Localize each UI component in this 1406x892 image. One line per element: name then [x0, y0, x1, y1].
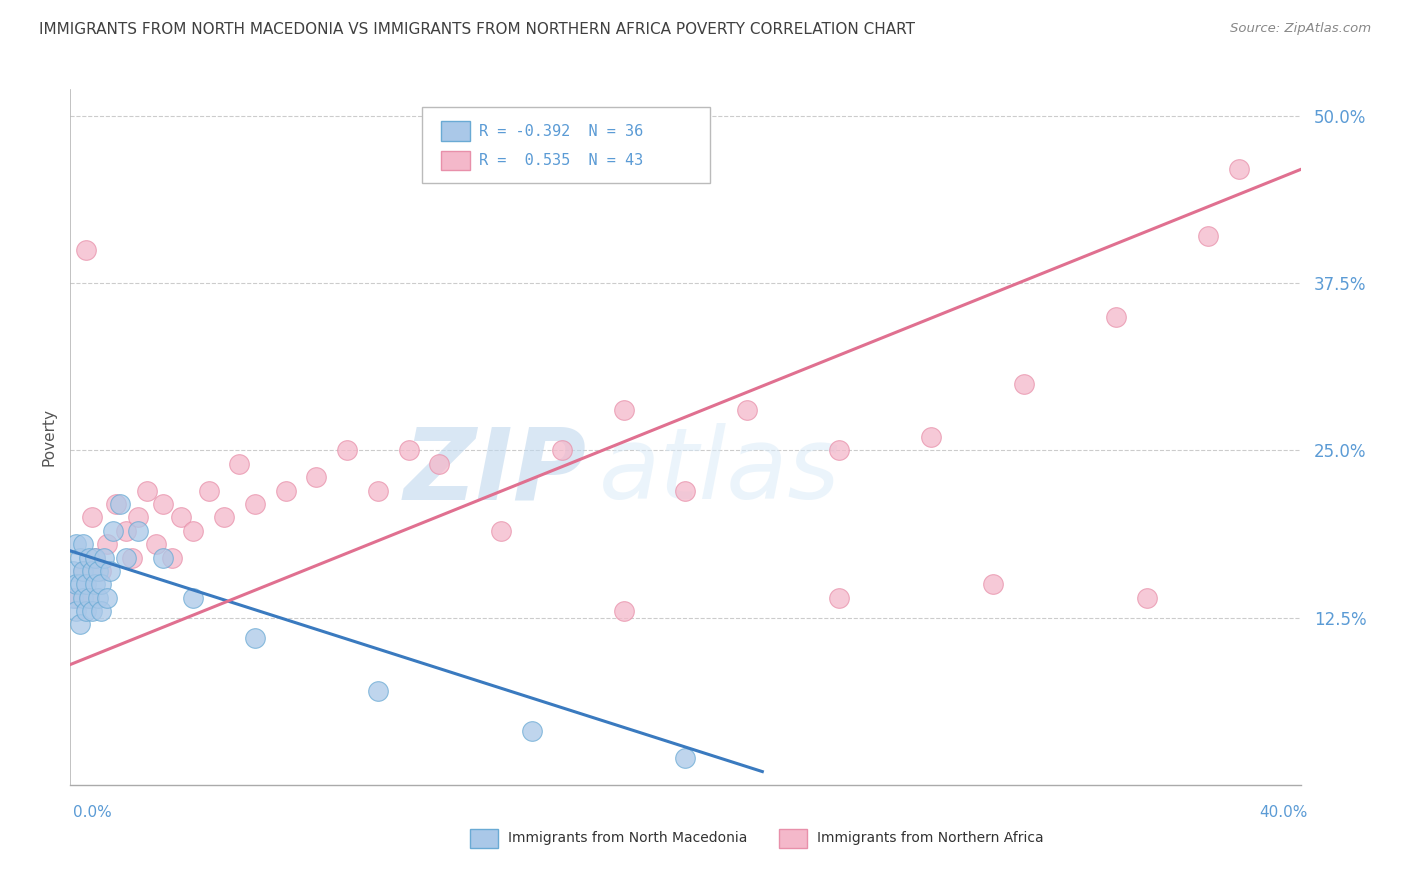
- Point: [105, 497, 128, 511]
- Point: [1136, 591, 1159, 605]
- Point: [62, 564, 84, 578]
- Point: [520, 724, 543, 739]
- Point: [170, 510, 193, 524]
- Point: [127, 510, 149, 524]
- Point: [72, 564, 94, 578]
- Point: [675, 751, 697, 765]
- Point: [212, 510, 235, 524]
- Point: [80, 510, 103, 524]
- Point: [367, 483, 389, 498]
- Point: [87, 564, 110, 578]
- Point: [274, 483, 297, 498]
- Text: 40.0%: 40.0%: [1260, 805, 1308, 820]
- Text: R = -0.392  N = 36: R = -0.392 N = 36: [479, 124, 644, 139]
- Point: [72, 537, 94, 551]
- Point: [96, 537, 118, 551]
- Point: [398, 443, 420, 458]
- Text: Source: ZipAtlas.com: Source: ZipAtlas.com: [1230, 22, 1371, 36]
- Point: [84, 550, 107, 565]
- Point: [72, 591, 94, 605]
- Point: [80, 564, 103, 578]
- Point: [675, 483, 697, 498]
- Text: 0.0%: 0.0%: [73, 805, 112, 820]
- Point: [427, 457, 450, 471]
- Point: [77, 550, 100, 565]
- Point: [613, 604, 636, 618]
- Point: [367, 684, 389, 698]
- Point: [84, 550, 107, 565]
- Text: IMMIGRANTS FROM NORTH MACEDONIA VS IMMIGRANTS FROM NORTHERN AFRICA POVERTY CORRE: IMMIGRANTS FROM NORTH MACEDONIA VS IMMIG…: [39, 22, 915, 37]
- Point: [1012, 376, 1035, 391]
- Point: [336, 443, 359, 458]
- Point: [69, 617, 91, 632]
- Point: [108, 497, 131, 511]
- Y-axis label: Poverty: Poverty: [41, 408, 56, 467]
- Point: [98, 564, 121, 578]
- Text: atlas: atlas: [599, 424, 841, 520]
- Point: [197, 483, 219, 498]
- Point: [1197, 229, 1219, 244]
- Text: Immigrants from Northern Africa: Immigrants from Northern Africa: [817, 831, 1043, 846]
- Point: [65, 577, 87, 591]
- Point: [75, 604, 97, 618]
- Point: [87, 591, 110, 605]
- Point: [243, 631, 266, 645]
- Point: [828, 591, 851, 605]
- Point: [152, 550, 174, 565]
- Point: [65, 591, 87, 605]
- Point: [136, 483, 159, 498]
- Point: [103, 524, 125, 538]
- Point: [145, 537, 167, 551]
- Text: R =  0.535  N = 43: R = 0.535 N = 43: [479, 153, 644, 169]
- Point: [80, 604, 103, 618]
- Point: [114, 550, 136, 565]
- Point: [69, 577, 91, 591]
- Point: [1227, 162, 1250, 177]
- Point: [93, 550, 115, 565]
- Point: [96, 591, 118, 605]
- Point: [735, 403, 758, 417]
- Point: [75, 243, 97, 257]
- Point: [828, 443, 851, 458]
- Point: [551, 443, 574, 458]
- Point: [921, 430, 943, 444]
- Point: [183, 591, 205, 605]
- Point: [228, 457, 250, 471]
- Point: [65, 537, 87, 551]
- Point: [77, 591, 100, 605]
- Point: [305, 470, 328, 484]
- Point: [243, 497, 266, 511]
- Point: [121, 550, 143, 565]
- Point: [72, 564, 94, 578]
- Point: [62, 591, 84, 605]
- Point: [65, 604, 87, 618]
- Point: [160, 550, 183, 565]
- Point: [90, 577, 112, 591]
- Text: ZIP: ZIP: [404, 424, 586, 520]
- Point: [981, 577, 1004, 591]
- Point: [75, 577, 97, 591]
- Point: [489, 524, 512, 538]
- Point: [69, 550, 91, 565]
- Point: [1105, 310, 1128, 324]
- Point: [183, 524, 205, 538]
- Text: Immigrants from North Macedonia: Immigrants from North Macedonia: [508, 831, 747, 846]
- Point: [127, 524, 149, 538]
- Point: [77, 591, 100, 605]
- Point: [613, 403, 636, 417]
- Point: [90, 604, 112, 618]
- Point: [152, 497, 174, 511]
- Point: [114, 524, 136, 538]
- Point: [84, 577, 107, 591]
- Point: [90, 564, 112, 578]
